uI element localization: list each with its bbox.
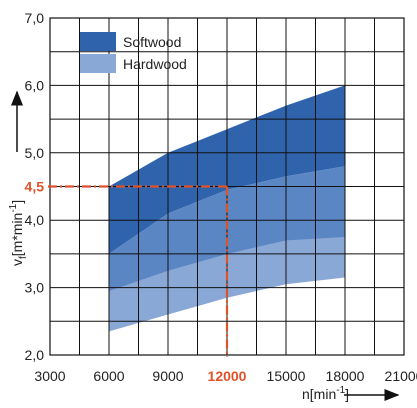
y-tick-label: 7,0 [25,10,45,26]
y-axis-label-exponent: -1 [8,203,19,212]
svg-text:n[min-1]: n[min-1] [302,385,349,402]
y-tick-label: 6,0 [25,77,45,93]
x-tick-label: 12000 [208,368,247,384]
legend-label: Softwood [123,34,181,50]
x-axis-label-exponent: -1 [336,385,345,396]
legend-swatch [80,54,116,73]
x-tick-label: 15000 [267,368,306,384]
highlight-guides [48,185,229,357]
y-axis-label-close: ] [9,200,25,204]
legend: Softwood Hardwood [80,32,187,73]
x-tick-labels: 3000 6000 9000 12000 15000 18000 21000 [34,368,417,384]
x-tick-label: 18000 [326,368,365,384]
y-axis-label-subscript: f [18,256,29,259]
x-tick-label: 6000 [93,368,124,384]
y-tick-label: 4,5 [25,179,45,195]
x-tick-label: 9000 [152,368,183,384]
y-axis-label: vf[m*min-1] [8,90,29,266]
y-tick-label: 3,0 [25,280,45,296]
legend-label: Hardwood [123,56,187,72]
x-axis-label-symbol: n [302,386,310,402]
y-tick-label: 5,0 [25,145,45,161]
y-axis-label-symbol: v [9,259,25,266]
y-tick-label: 2,0 [25,347,45,363]
x-axis-label-close: ] [345,386,349,402]
x-axis-label-unit: [min [310,386,336,402]
svg-text:vf[m*min-1]: vf[m*min-1] [8,200,29,266]
legend-swatch [80,32,116,51]
y-tick-label: 4,0 [25,212,45,228]
x-tick-label: 3000 [34,368,65,384]
y-axis-label-unit: [m*min [9,213,25,257]
y-tick-labels: 2,0 3,0 4,0 4,5 5,0 6,0 7,0 [25,10,45,363]
x-axis-label: n[min-1] [302,385,400,402]
x-tick-label: 21000 [385,368,417,384]
grid [50,18,404,355]
